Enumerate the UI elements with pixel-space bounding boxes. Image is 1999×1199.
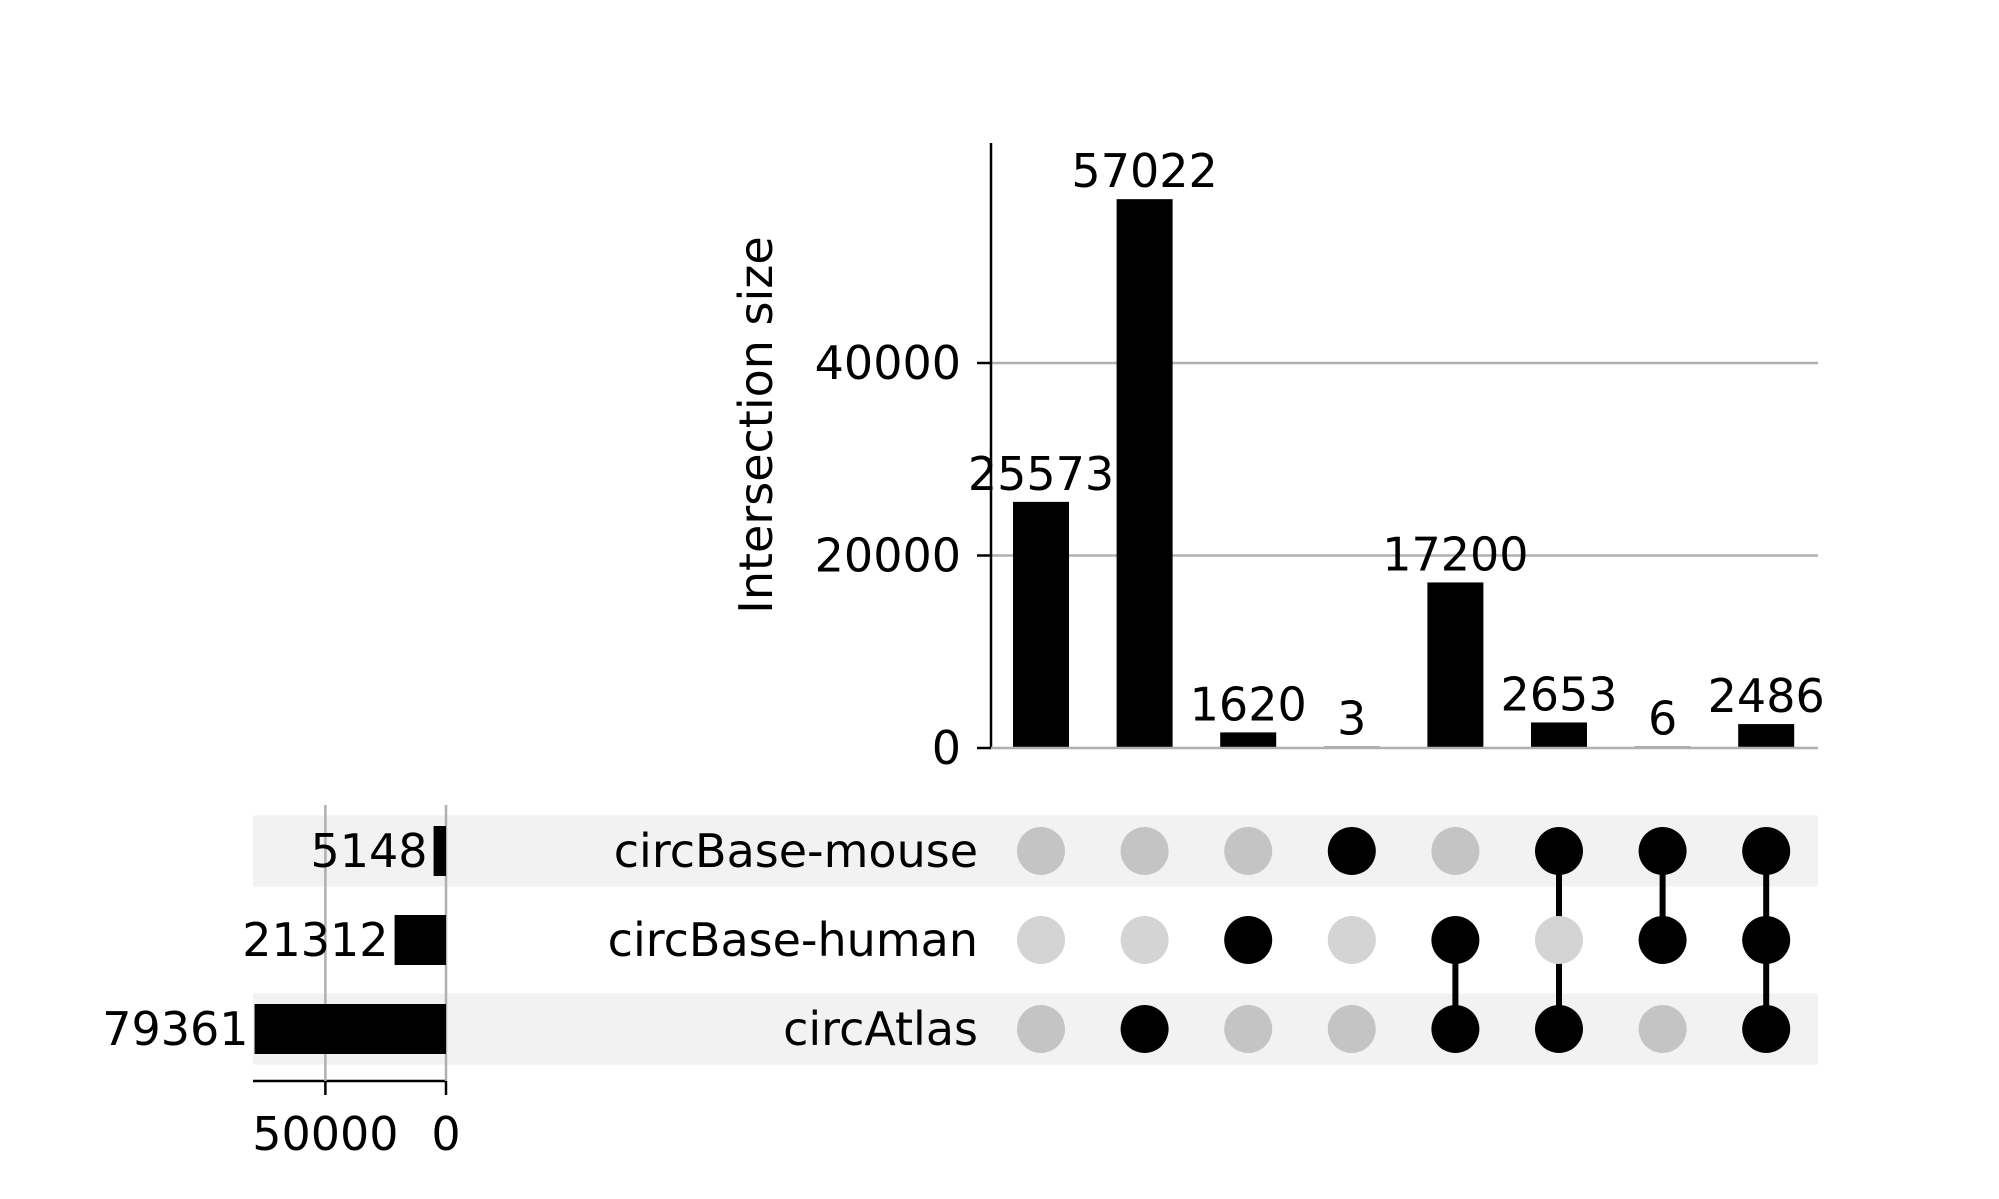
matrix-dot-active — [1742, 1005, 1791, 1053]
matrix-dot-active — [1638, 827, 1687, 875]
matrix-dot-active — [1535, 1005, 1583, 1053]
intersection-bar-label: 2653 — [1500, 667, 1617, 721]
matrix-dot-inactive — [1017, 916, 1065, 964]
intersection-bar-label: 6 — [1648, 692, 1677, 746]
intersection-bars — [1013, 199, 1795, 748]
matrix-dot-inactive — [1327, 1005, 1376, 1053]
set-name-label: circBase-mouse — [614, 824, 978, 878]
matrix-dot-inactive — [1431, 827, 1480, 875]
matrix-dot-active — [1638, 916, 1687, 964]
matrix-dot-inactive — [1638, 1005, 1687, 1053]
intersection-bar-label: 25573 — [968, 447, 1114, 501]
intersection-bar — [1427, 582, 1484, 748]
labels: 25573 57022 1620 3 17200 2653 6 2486 circBase-mo… — [102, 144, 1825, 1056]
set-size-bar — [433, 826, 446, 876]
matrix-dot-inactive — [1120, 916, 1169, 964]
matrix-dot-active — [1742, 916, 1791, 964]
matrix-dot-inactive — [1120, 827, 1169, 875]
set-size-label: 79361 — [102, 1002, 248, 1056]
intersection-matrix — [1017, 827, 1791, 1053]
intersection-bar — [1116, 199, 1173, 748]
intersection-bar-label: 3 — [1337, 692, 1366, 746]
intersection-bar-label: 1620 — [1190, 677, 1307, 731]
matrix-dot-inactive — [1224, 827, 1273, 875]
matrix-dot-active — [1431, 1005, 1480, 1053]
matrix-dot-active — [1742, 827, 1791, 875]
matrix-dot-active — [1224, 916, 1273, 964]
set-size-bar — [254, 1004, 446, 1054]
y-axis-label: Intersection size — [729, 236, 783, 613]
set-size-bar — [394, 915, 446, 965]
intersection-bar-label: 2486 — [1708, 669, 1825, 723]
set-size-bars: 50000 0 — [252, 805, 461, 1161]
set-size-tick-label: 0 — [431, 1107, 460, 1161]
y-tick-label: 0 — [932, 721, 961, 775]
matrix-dot-inactive — [1327, 916, 1376, 964]
set-size-tick-label: 50000 — [252, 1107, 398, 1161]
intersection-bar — [1531, 722, 1587, 748]
matrix-dot-active — [1327, 827, 1376, 875]
matrix-dot-inactive — [1017, 1005, 1065, 1053]
y-tick-label: 40000 — [815, 336, 961, 390]
set-name-label: circAtlas — [783, 1002, 978, 1056]
axes: 0 20000 40000 Intersection size — [729, 143, 1818, 775]
y-tick-label: 20000 — [815, 529, 961, 583]
matrix-dot-active — [1535, 827, 1583, 875]
matrix-dot-active — [1120, 1005, 1169, 1053]
intersection-bar-label: 17200 — [1382, 527, 1528, 581]
intersection-bar — [1220, 732, 1277, 748]
set-size-label: 5148 — [311, 824, 428, 878]
intersection-bar-label: 57022 — [1071, 144, 1217, 198]
matrix-dot-inactive — [1017, 827, 1065, 875]
matrix-dot-inactive — [1535, 916, 1583, 964]
set-name-label: circBase-human — [608, 913, 978, 967]
matrix-dot-active — [1431, 916, 1480, 964]
intersection-bar — [1013, 501, 1069, 748]
matrix-dot-inactive — [1224, 1005, 1273, 1053]
intersection-bar — [1738, 724, 1795, 748]
set-size-label: 21312 — [242, 913, 388, 967]
